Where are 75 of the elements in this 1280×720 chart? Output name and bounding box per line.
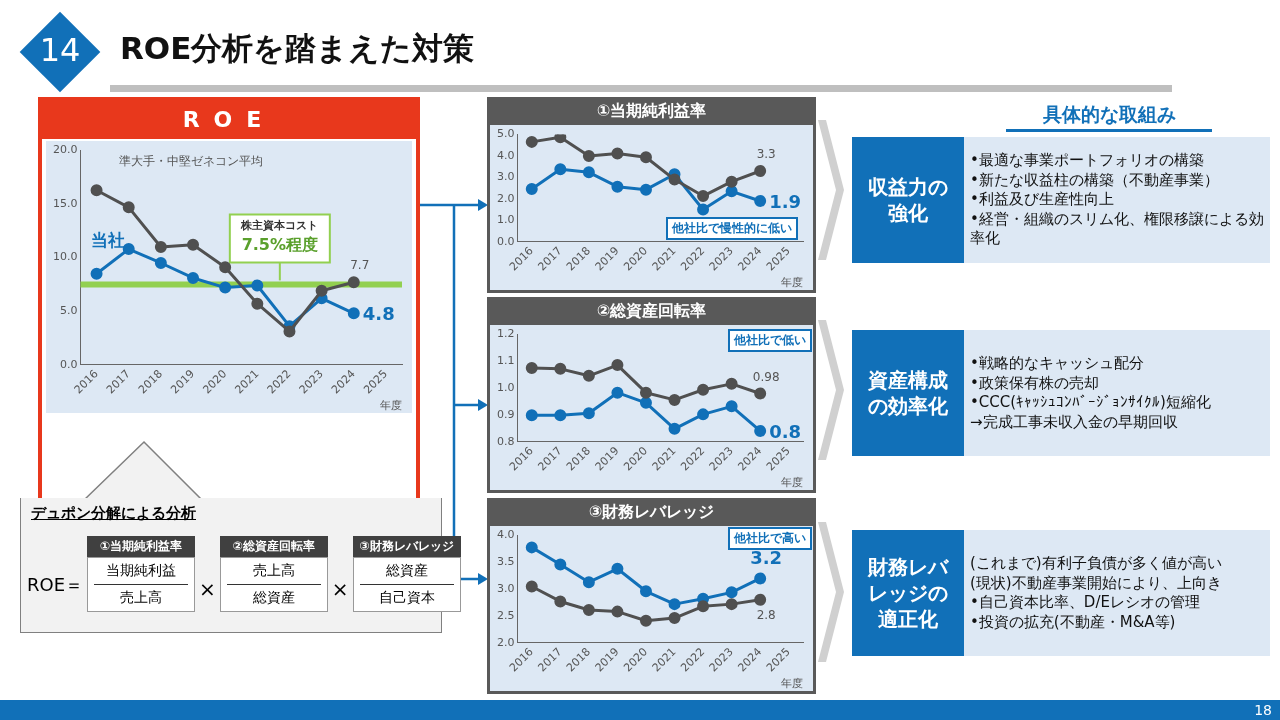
text: 財務レバレッジの適正化	[852, 530, 964, 656]
y-tick-label: 3.5	[496, 555, 515, 569]
text: •CCC(ｷｬｯｼｭｺﾝﾊﾞｰｼﾞｮﾝｻｲｸﾙ)短縮化	[970, 393, 1212, 413]
text: •利益及び生産性向上	[970, 190, 1115, 210]
text: 具体的な取組み	[1006, 102, 1212, 132]
text: •新たな収益柱の構築（不動産事業）	[970, 170, 1220, 191]
data-label: 3.3	[756, 147, 776, 162]
data-label: 3.2	[750, 547, 783, 569]
data-label: 1.9	[769, 190, 802, 212]
y-tick-label: 3.0	[496, 170, 515, 184]
text: ②総資産回転率	[219, 536, 328, 557]
data-label: 4.8	[362, 302, 395, 324]
x-axis-title: 年度	[781, 276, 803, 290]
annotation: 他社比で高い	[734, 531, 806, 545]
text: 資産構成の効率化	[852, 330, 964, 456]
data-label: 0.8	[769, 420, 802, 442]
text: 当期純利益	[94, 562, 188, 585]
text: 総資産	[359, 562, 454, 585]
text: (現状)不動産事業開始により、上向き	[970, 573, 1223, 593]
y-tick-label: 5.0	[59, 304, 78, 318]
ref-line-label: 株主資本コスト 7.5%程度	[240, 219, 319, 254]
annotation: 他社比で低い	[728, 329, 812, 352]
text: 18	[1253, 701, 1272, 720]
data-label: 2.8	[756, 607, 776, 622]
chart-title: ③財務レバレッジ	[587, 501, 716, 523]
x-axis-title: 年度	[781, 677, 803, 691]
data-label: 0.98	[752, 369, 780, 384]
y-tick-label: 2.5	[496, 608, 515, 622]
text: ①当期純利益率	[87, 536, 195, 557]
text: 売上高	[226, 562, 321, 585]
chart-title: ROE	[42, 101, 416, 139]
annotation: 他社比で慢性的に低い	[666, 217, 798, 240]
text: •政策保有株の売却	[970, 373, 1100, 393]
y-tick-label: 5.0	[496, 127, 515, 141]
text: ③財務レバレッジ	[352, 536, 461, 557]
y-tick-label: 4.0	[496, 528, 515, 542]
text: 準大手・中堅ゼネコン平均	[118, 154, 263, 169]
series-label: 当社	[90, 229, 125, 250]
y-tick-label: 0.9	[496, 407, 515, 421]
text: •投資の拡充(不動産・M&A等)	[970, 612, 1177, 632]
y-tick-label: 0.8	[496, 434, 515, 448]
text: •自己資本比率、D/Eレシオの管理	[970, 593, 1201, 613]
text: 自己資本	[377, 588, 436, 607]
text: 収益力の強化	[852, 137, 964, 263]
y-tick-label: 1.0	[496, 213, 515, 227]
y-tick-label: 15.0	[52, 196, 78, 210]
y-tick-label: 0.0	[496, 234, 515, 248]
text: デュポン分解による分析	[31, 504, 196, 523]
text: ROE分析を踏まえた対策	[120, 29, 476, 68]
text: ×	[199, 577, 216, 601]
text: →完成工事未収入金の早期回収	[970, 412, 1179, 432]
y-tick-label: 1.2	[496, 327, 515, 341]
text: ROE＝	[27, 573, 84, 597]
chart-title: ②総資産回転率	[595, 300, 708, 322]
y-tick-label: 0.0	[59, 357, 78, 371]
chart-title: ①当期純利益率	[595, 100, 708, 122]
x-axis-title: 年度	[380, 399, 402, 413]
text: 14	[38, 30, 82, 70]
x-axis-title: 年度	[781, 476, 803, 490]
y-tick-label: 2.0	[496, 635, 515, 649]
text: •最適な事業ポートフォリオの構築	[970, 151, 1205, 171]
y-tick-label: 20.0	[52, 143, 78, 157]
text: 総資産	[251, 588, 296, 607]
text: 売上高	[119, 588, 163, 607]
text: (これまで)有利子負債が多く値が高い	[970, 554, 1223, 574]
y-tick-label: 10.0	[52, 250, 78, 264]
text: ×	[331, 577, 349, 601]
text: •戦略的なキャッシュ配分	[970, 354, 1145, 374]
y-tick-label: 4.0	[496, 148, 515, 162]
data-label: 7.7	[350, 258, 370, 273]
y-tick-label: 2.0	[496, 191, 515, 205]
y-tick-label: 3.0	[496, 582, 515, 595]
text: •経営・組織のスリム化、権限移譲による効率化	[970, 209, 1264, 249]
y-tick-label: 1.1	[496, 354, 515, 368]
y-tick-label: 1.0	[496, 381, 515, 394]
